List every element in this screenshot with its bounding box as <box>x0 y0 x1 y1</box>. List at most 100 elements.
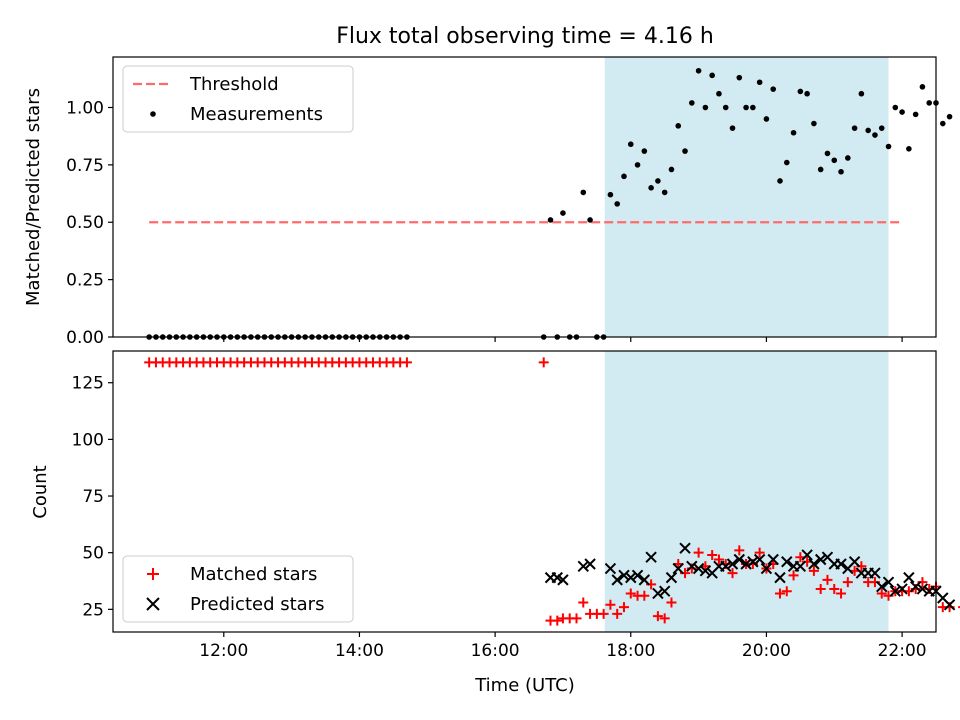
measurement-point <box>906 146 912 152</box>
matched-stars-point <box>754 547 765 558</box>
measurement-point <box>648 185 654 191</box>
measurement-point <box>858 90 865 97</box>
measurement-point <box>777 178 783 184</box>
matched-stars-point <box>538 357 549 368</box>
chart-title: Flux total observing time = 4.16 h <box>336 24 714 49</box>
legend-marker-matched <box>147 568 159 580</box>
predicted-stars-point <box>882 576 895 588</box>
predicted-stars-point <box>645 551 657 563</box>
predicted-stars-point <box>726 558 739 570</box>
matched-stars-point <box>734 545 745 556</box>
measurement-point <box>621 173 627 180</box>
predicted-stars-point <box>625 571 637 584</box>
measurement-point <box>946 113 953 120</box>
measurement-point <box>851 125 858 131</box>
x-tick-label: 14:00 <box>335 641 384 661</box>
predicted-stars-point <box>801 549 813 561</box>
matched-stars-point <box>836 588 847 599</box>
legend: Matched stars Predicted stars <box>122 555 354 623</box>
predicted-stars-point <box>747 556 759 568</box>
x-tick-label: 12:00 <box>199 641 248 661</box>
matched-stars-point <box>876 588 887 599</box>
measurement-point <box>675 123 682 129</box>
predicted-stars-point <box>658 585 671 597</box>
predicted-stars-point <box>781 556 793 568</box>
predicted-stars-point <box>557 574 569 586</box>
predicted-stars-point <box>753 553 766 566</box>
predicted-stars-point <box>794 560 807 572</box>
predicted-stars-point <box>876 580 888 593</box>
predicted-stars-point <box>652 587 664 600</box>
matched-stars-point <box>666 597 677 608</box>
measurement-point <box>865 127 871 134</box>
measurement-point <box>824 150 831 157</box>
matched-stars-point <box>842 577 853 588</box>
predicted-stars-point <box>720 560 732 572</box>
predicted-stars-point <box>889 585 902 597</box>
measurement-point <box>695 67 702 74</box>
measurement-point <box>939 120 946 127</box>
legend-box <box>122 65 354 133</box>
measurement-point <box>668 166 675 173</box>
measurement-point <box>892 104 899 111</box>
axes-frame <box>112 350 937 633</box>
matched-stars-point <box>612 608 623 619</box>
series-predicted-stars <box>544 542 956 611</box>
y-axis-label-count: Count <box>30 465 51 518</box>
predicted-stars-point <box>699 565 712 577</box>
measurement-point <box>655 178 661 184</box>
legend-box <box>122 555 354 623</box>
measurement-point <box>607 191 614 198</box>
legend-label: Matched stars <box>190 564 317 585</box>
predicted-stars-point <box>869 567 881 579</box>
measurement-point <box>845 155 851 161</box>
predicted-stars-point <box>584 558 596 570</box>
y-tick-label: 100 <box>72 430 104 450</box>
measurement-point <box>831 157 838 164</box>
measurement-point <box>689 100 695 106</box>
observing-window-band <box>604 57 889 337</box>
x-tick-label: 20:00 <box>742 641 791 661</box>
matched-stars-point <box>578 597 589 608</box>
matched-stars-point <box>774 588 785 599</box>
matched-stars-point <box>571 613 582 624</box>
legend: Threshold Measurements <box>122 65 354 133</box>
observing-window-band <box>604 351 889 632</box>
ratio-panel: 0.00 0.25 0.50 0.75 1.00 Threshold Measurement… <box>66 56 953 348</box>
matched-stars-point <box>781 586 792 597</box>
predicted-stars-point <box>672 562 684 575</box>
predicted-stars-point <box>679 542 691 554</box>
x-tick-label: 18:00 <box>606 641 655 661</box>
measurement-point <box>560 210 566 216</box>
y-axis-label-ratio: Matched/Predicted stars <box>23 88 44 306</box>
matched-stars-point <box>598 608 609 619</box>
predicted-stars-point <box>814 553 827 566</box>
predicted-stars-point <box>692 562 705 575</box>
measurement-point <box>804 90 810 97</box>
measurement-point <box>716 90 722 97</box>
matched-stars-point <box>788 570 799 581</box>
y-tick-label: 75 <box>82 487 104 507</box>
matched-stars-point <box>707 549 718 560</box>
measurement-point <box>899 109 905 115</box>
x-tick-label: 22:00 <box>878 641 927 661</box>
matched-stars-point <box>659 613 670 624</box>
predicted-stars-point <box>611 574 623 586</box>
measurement-point <box>722 104 729 111</box>
matched-stars-point <box>605 599 616 610</box>
predicted-stars-point <box>808 558 820 570</box>
measurement-point <box>912 111 919 118</box>
predicted-stars-point <box>577 560 589 572</box>
predicted-stars-point <box>760 562 773 575</box>
legend-label: Predicted stars <box>190 594 324 615</box>
x-tick-label: 16:00 <box>471 641 520 661</box>
measurement-point <box>702 104 709 111</box>
axes-frame <box>112 56 937 338</box>
legend-label: Threshold <box>189 74 279 95</box>
matched-stars-point <box>808 565 819 576</box>
predicted-stars-point <box>631 569 644 582</box>
matched-stars-point <box>829 583 840 594</box>
predicted-stars-point <box>835 558 847 570</box>
y-tick-label: 125 <box>72 374 104 394</box>
matched-stars-point <box>713 554 724 565</box>
